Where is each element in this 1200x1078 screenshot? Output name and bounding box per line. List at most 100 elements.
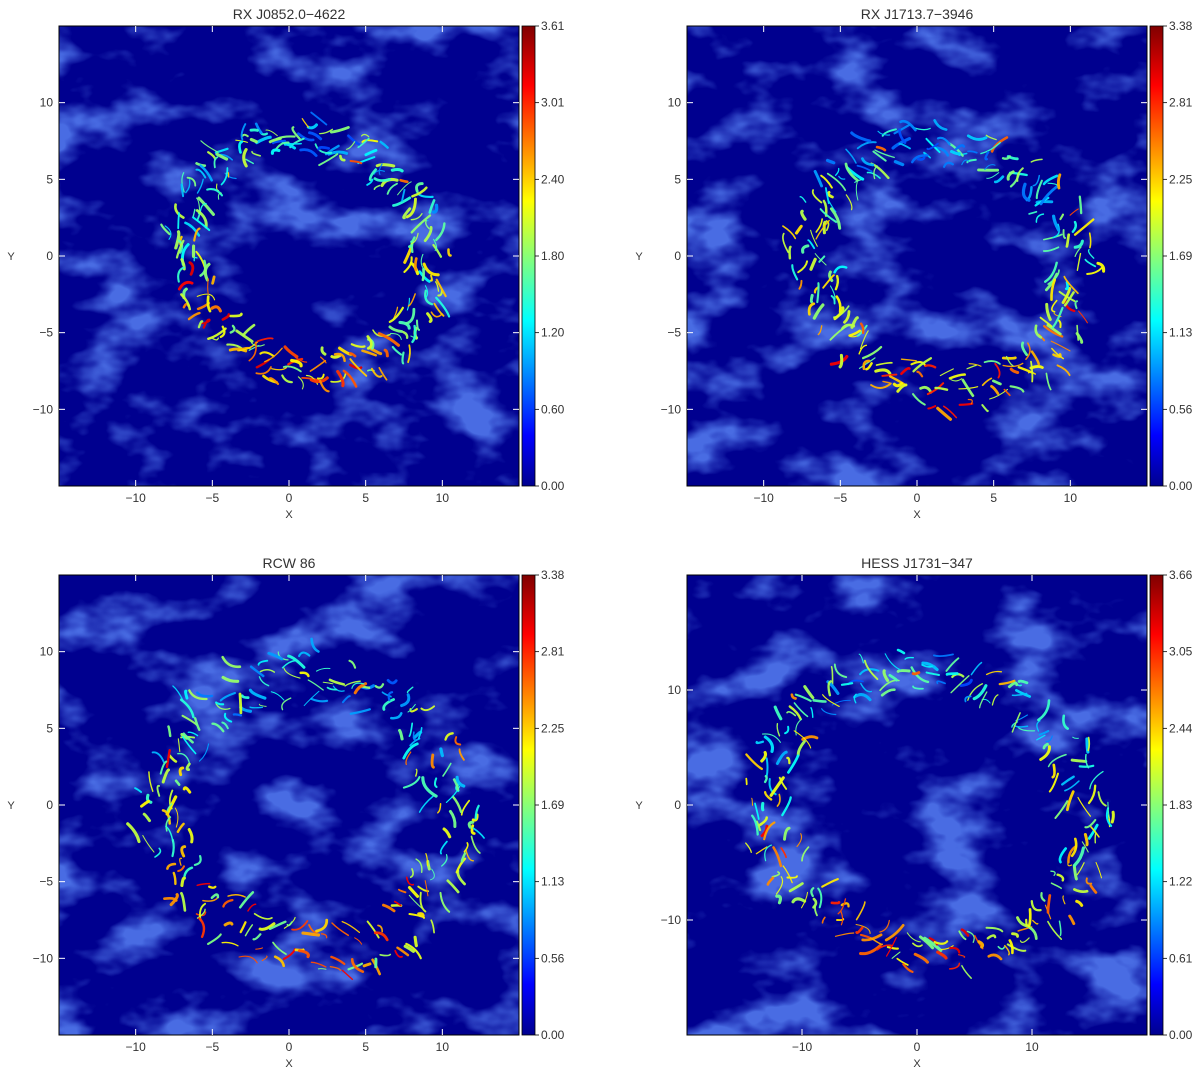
shell-filament — [441, 749, 443, 756]
shell-filament — [1058, 175, 1059, 188]
shell-filament — [178, 213, 179, 228]
x-tick-label: 10 — [1025, 1040, 1039, 1054]
shell-filament — [415, 937, 416, 945]
y-tick-label: −10 — [33, 951, 54, 965]
colorbar-tick-label: 3.38 — [541, 568, 565, 582]
shell-filament — [240, 694, 241, 713]
shell-filament — [1088, 738, 1089, 751]
shell-filament — [947, 674, 957, 675]
shell-filament — [402, 353, 403, 364]
y-axis-label: Y — [635, 251, 643, 263]
panel-title: RCW 86 — [263, 555, 316, 571]
colorbar-tick-label: 1.13 — [1169, 326, 1193, 340]
x-tick-label: −5 — [833, 491, 847, 505]
shell-filament — [213, 277, 215, 283]
colorbar-tick-label: 2.40 — [541, 172, 565, 186]
shell-filament — [1085, 835, 1087, 845]
colorbar-tick-label: 3.05 — [1169, 645, 1193, 659]
shell-filament — [432, 755, 433, 767]
shell-filament — [208, 279, 209, 294]
x-tick-label: −10 — [125, 491, 146, 505]
colorbar-tick-label: 2.81 — [1169, 96, 1193, 110]
y-axis-label: Y — [7, 800, 15, 812]
y-tick-label: −10 — [661, 913, 682, 927]
colorbar-tick-label: 3.38 — [1169, 19, 1193, 33]
colorbar — [522, 575, 535, 1035]
colorbar-tick-label: 0.56 — [1169, 402, 1193, 416]
shell-filament — [362, 686, 369, 687]
shell-filament — [1029, 910, 1030, 927]
shell-filament — [251, 130, 258, 131]
cloud-texture — [687, 26, 1147, 486]
colorbar-tick-label: 2.44 — [1169, 721, 1193, 735]
y-tick-label: −5 — [39, 875, 53, 889]
shell-filament — [840, 355, 842, 366]
y-axis-label: Y — [7, 251, 15, 263]
colorbar — [1150, 575, 1163, 1035]
shell-filament — [1067, 235, 1069, 247]
shell-filament — [960, 404, 973, 405]
colorbar — [522, 26, 535, 486]
shell-filament — [415, 259, 416, 271]
x-tick-label: −10 — [125, 1040, 146, 1054]
colorbar-tick-label: 3.01 — [541, 96, 565, 110]
colorbar-tick-label: 1.22 — [1169, 875, 1193, 889]
y-axis-label: Y — [635, 800, 643, 812]
shell-filament — [1077, 326, 1078, 341]
x-axis-label: X — [913, 509, 921, 521]
colorbar-tick-label: 3.61 — [541, 19, 565, 33]
x-axis-label: X — [285, 1058, 293, 1070]
x-tick-label: 0 — [286, 491, 293, 505]
shell-filament — [790, 247, 791, 258]
x-tick-label: 5 — [990, 491, 997, 505]
colorbar-tick-label: 2.81 — [541, 645, 565, 659]
shell-filament — [377, 165, 394, 166]
colorbar-tick-label: 1.80 — [541, 249, 565, 263]
cloud-texture — [59, 575, 519, 1035]
colorbar-tick-label: 0.00 — [1169, 1028, 1193, 1042]
shell-filament — [187, 764, 189, 770]
shell-filament — [186, 691, 187, 698]
colorbar-tick-label: 3.66 — [1169, 568, 1193, 582]
y-tick-label: 0 — [674, 249, 681, 263]
x-tick-label: 0 — [914, 1040, 921, 1054]
colorbar-tick-label: 0.60 — [541, 402, 565, 416]
shell-filament — [423, 269, 424, 280]
colorbar-tick-label: 2.25 — [541, 721, 565, 735]
colorbar-tick-label: 1.13 — [541, 875, 565, 889]
y-tick-label: 0 — [46, 798, 53, 812]
shell-filament — [1080, 766, 1093, 767]
shell-filament — [1066, 282, 1067, 289]
x-tick-label: −5 — [205, 491, 219, 505]
x-tick-label: 5 — [362, 491, 369, 505]
x-axis-label: X — [913, 1058, 921, 1070]
y-tick-label: 10 — [40, 645, 54, 659]
y-tick-label: −5 — [667, 326, 681, 340]
shell-filament — [824, 222, 825, 232]
shell-filament — [765, 776, 767, 782]
y-tick-label: 5 — [46, 721, 53, 735]
shell-filament — [234, 714, 241, 715]
shell-filament — [173, 840, 174, 856]
y-tick-label: −5 — [39, 326, 53, 340]
x-tick-label: 0 — [914, 491, 921, 505]
x-tick-label: 10 — [436, 491, 450, 505]
colorbar-tick-label: 1.69 — [541, 798, 565, 812]
colorbar-tick-label: 0.00 — [1169, 479, 1193, 493]
colorbar-tick-label: 0.00 — [541, 479, 565, 493]
x-tick-label: −10 — [753, 491, 774, 505]
shell-filament — [209, 887, 215, 888]
shell-filament — [814, 700, 826, 701]
x-tick-label: 5 — [362, 1040, 369, 1054]
y-tick-label: 10 — [40, 96, 54, 110]
panel-title: RX J1713.7−3946 — [861, 6, 974, 22]
shell-filament — [392, 169, 402, 170]
shell-filament — [913, 673, 919, 674]
shell-filament — [364, 964, 370, 966]
shell-filament — [1090, 233, 1091, 247]
y-tick-label: 10 — [668, 96, 682, 110]
x-tick-label: 10 — [1064, 491, 1078, 505]
